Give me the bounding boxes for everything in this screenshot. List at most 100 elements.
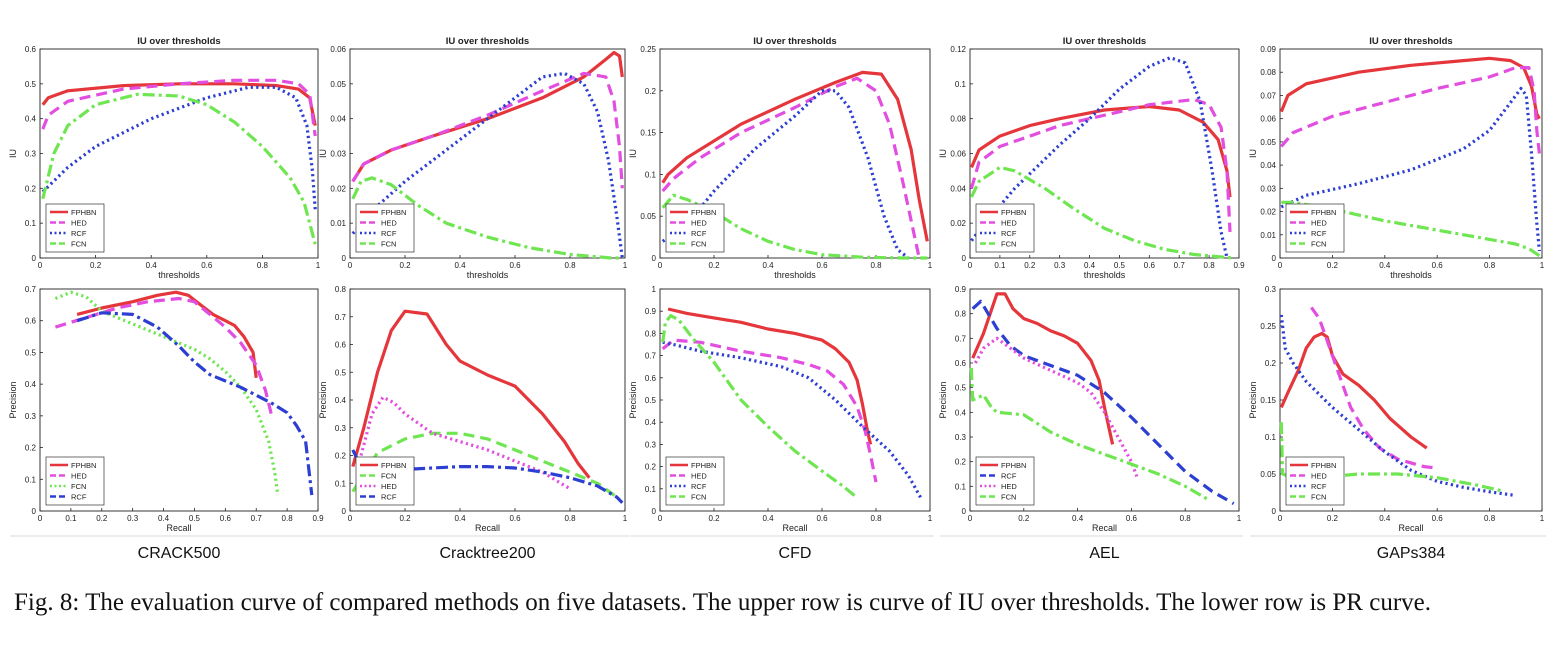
x-tick-label: 1 (1540, 514, 1545, 523)
series-line-fphbn (76, 290, 258, 378)
x-tick-label: 0.1 (65, 514, 77, 523)
x-tick-label: 0.4 (1379, 514, 1391, 523)
chart-title: IU over thresholds (446, 36, 529, 47)
figure-caption: Fig. 8: The evaluation curve of compared… (14, 589, 1432, 616)
x-tick-label: 0.2 (708, 514, 720, 523)
y-tick-label: 0.03 (330, 150, 346, 159)
x-tick-label: 0 (38, 514, 43, 523)
legend-label-fphbn: FPHBN (691, 208, 716, 217)
x-tick-label: 0.8 (1484, 261, 1496, 270)
y-tick-label: 0.6 (645, 374, 657, 383)
x-tick-label: 0.4 (762, 261, 774, 270)
x-tick-label: 0.4 (454, 261, 466, 270)
x-tick-label: 0.5 (189, 514, 201, 523)
y-tick-label: 0.01 (330, 219, 346, 228)
x-tick-label: 1 (928, 261, 933, 270)
y-tick-label: 0.5 (25, 348, 37, 357)
series-line-hed (1310, 306, 1438, 470)
x-tick-label: 0.2 (1024, 261, 1036, 270)
x-tick-label: 0 (658, 261, 663, 270)
y-tick-label: 0.5 (645, 396, 657, 405)
series-line-hed (41, 78, 317, 137)
x-tick-label: 0.6 (1144, 261, 1156, 270)
y-axis-label: Precision (1248, 381, 1258, 418)
series-line-rcf (1280, 86, 1541, 252)
chart-title: IU over thresholds (137, 36, 220, 47)
y-axis-label: IU (318, 149, 328, 158)
legend-label-fcn: FCN (381, 240, 396, 249)
y-tick-label: 0.2 (25, 184, 37, 193)
legend-label-fcn: FCN (1001, 240, 1016, 249)
series-line-rcf (1279, 314, 1517, 498)
x-tick-label: 0 (968, 261, 973, 270)
y-tick-label: 0 (32, 254, 37, 263)
chart-panel-iu-crack500: 0 0.2 0.4 0.6 0.8 1 0 0.1 0.2 0.3 0.4 0.5 0.6 IU over… (8, 36, 321, 280)
y-tick-label: 0.7 (955, 334, 967, 343)
legend-label-rcf: RCF (1001, 229, 1017, 238)
x-axis-label: Recall (475, 523, 500, 533)
y-tick-label: 0.3 (955, 433, 967, 442)
x-axis-label: thresholds (158, 270, 200, 280)
x-tick-label: 0.7 (1174, 261, 1186, 270)
y-tick-label: 0.1 (645, 485, 657, 494)
series-line-hed (351, 71, 624, 189)
series-line-fcn (351, 431, 618, 499)
y-tick-label: 0.02 (950, 219, 966, 228)
x-axis-label: Recall (166, 523, 191, 533)
series-line-fcn (970, 165, 1234, 260)
legend-label-fphbn: FPHBN (71, 461, 96, 470)
x-tick-label: 1 (623, 514, 628, 523)
y-tick-label: 0.08 (1260, 68, 1276, 77)
y-tick-label: 0.8 (955, 310, 967, 319)
x-tick-label: 0.4 (1072, 514, 1084, 523)
series-line-fphbn (41, 82, 317, 126)
x-tick-label: 0.8 (564, 261, 576, 270)
legend-label-rcf: RCF (71, 229, 87, 238)
legend-label-hed: HED (691, 472, 707, 481)
chart-title: IU over thresholds (1369, 36, 1452, 47)
legend-label-hed: HED (381, 219, 397, 228)
x-tick-label: 0.6 (1432, 514, 1444, 523)
y-tick-label: 0.06 (1260, 115, 1276, 124)
x-tick-label: 0 (348, 514, 353, 523)
series-line-fphbn (971, 292, 1115, 445)
x-tick-label: 0.3 (1054, 261, 1066, 270)
y-tick-label: 0.4 (955, 408, 967, 417)
x-tick-label: 0.4 (158, 514, 170, 523)
x-tick-label: 0.6 (220, 514, 232, 523)
y-tick-label: 0.2 (955, 458, 967, 467)
legend-label-hed: HED (71, 219, 87, 228)
y-tick-label: 0.3 (25, 412, 37, 421)
legend-label-hed: HED (71, 472, 87, 481)
x-tick-label: 1 (623, 261, 628, 270)
x-tick-label: 0.6 (509, 514, 521, 523)
figure-canvas: 0 0.2 0.4 0.6 0.8 1 0 0.1 0.2 0.3 0.4 0.5 0.6 IU over… (8, 36, 1546, 562)
x-tick-label: 0 (1278, 514, 1283, 523)
y-tick-label: 0.7 (25, 285, 37, 294)
y-tick-label: 0 (1272, 254, 1277, 263)
dataset-name: CFD (779, 545, 812, 562)
legend-label-rcf: RCF (691, 229, 707, 238)
y-tick-label: 0.5 (25, 80, 37, 89)
x-axis-label: thresholds (1084, 270, 1126, 280)
series-line-rcf (971, 299, 1235, 505)
x-tick-label: 0.8 (870, 514, 882, 523)
y-tick-label: 0.06 (950, 150, 966, 159)
dataset-name: GAPs384 (1377, 545, 1446, 562)
y-axis-label: Precision (8, 381, 18, 418)
y-tick-label: 0.1 (955, 80, 967, 89)
x-axis-label: Recall (782, 523, 807, 533)
chart-panel-pr-crack500: 0 0.1 0.2 0.3 0.4 0.5 0.6 0.7 0.8 0.9 0 0.1 0.2 0.3 0.… (8, 285, 324, 562)
legend-label-fcn: FCN (691, 493, 706, 502)
legend-label-fphbn: FPHBN (71, 208, 96, 217)
dataset-name: AEL (1089, 545, 1119, 562)
y-tick-label: 0.1 (25, 475, 37, 484)
x-tick-label: 0.6 (816, 514, 828, 523)
series-line-fphbn (667, 307, 873, 445)
series-line-rcf (662, 340, 924, 501)
y-tick-label: 0.1 (955, 482, 967, 491)
y-tick-label: 0.04 (330, 115, 346, 124)
y-tick-label: 0.08 (950, 115, 966, 124)
legend-label-hed: HED (1311, 472, 1327, 481)
